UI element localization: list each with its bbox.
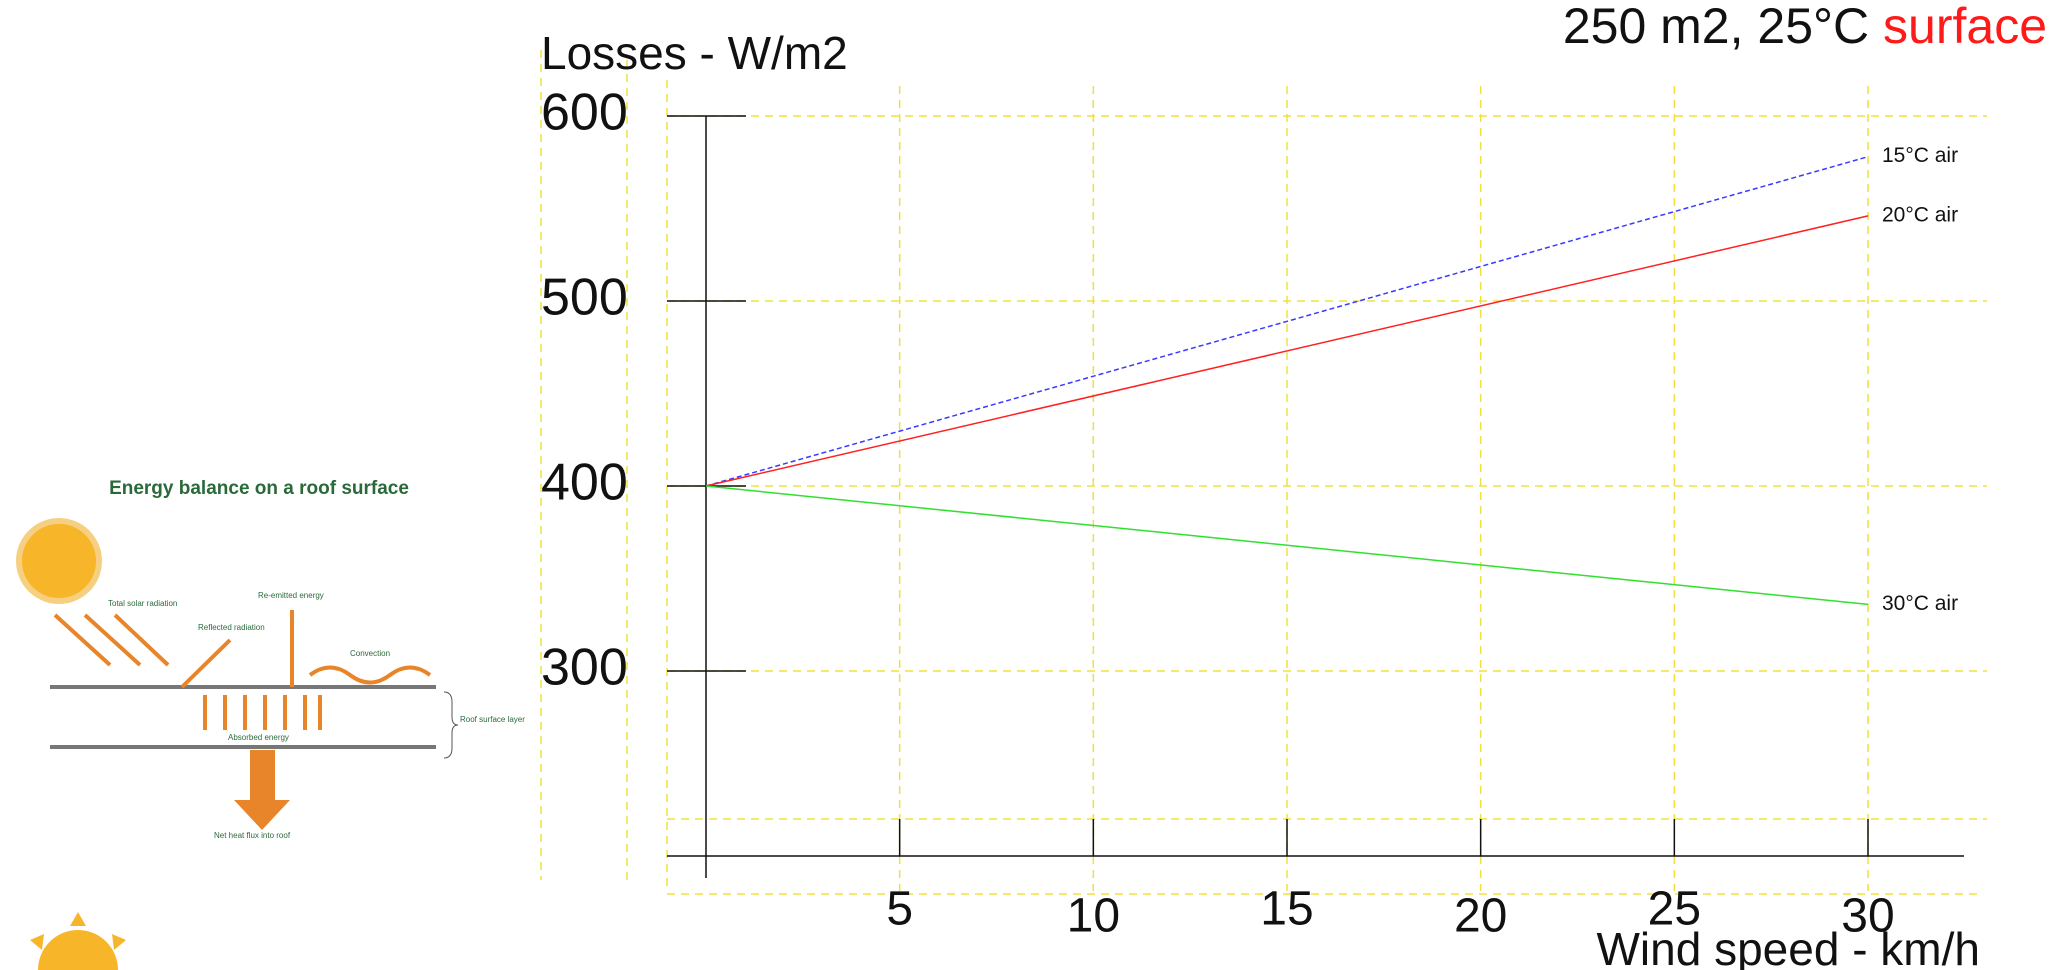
series-label: 30°C air [1882, 592, 1958, 615]
title-highlight: surface [1883, 0, 2047, 54]
sun-icon [38, 930, 118, 970]
y-tick-label: 500 [541, 269, 628, 327]
x-tick-label: 5 [886, 883, 913, 936]
chart-title: 250 m2, 25°C surface [1563, 0, 2047, 54]
brace [444, 692, 458, 758]
sun-ray [70, 912, 86, 926]
x-tick-label: 15 [1260, 883, 1313, 936]
x-tick-label: 20 [1454, 890, 1507, 943]
y-tick-label: 600 [541, 84, 628, 142]
y-tick-label: 300 [541, 639, 628, 697]
chart: 250 m2, 25°C surface Losses - W/m2 Wind … [0, 0, 2060, 970]
flux-arrow [234, 750, 290, 830]
inset-label: Convection [350, 649, 390, 658]
page: 250 m2, 25°C surface Losses - W/m2 Wind … [0, 0, 2060, 970]
inset-label: Re-emitted energy [258, 591, 324, 600]
inset-diagram: Energy balance on a roof surface Total s… [19, 478, 525, 970]
inset-label: Net heat flux into roof [214, 831, 291, 840]
y-tick-label: 400 [541, 454, 628, 512]
inset-label: Reflected radiation [198, 623, 265, 632]
inset-label: Roof surface layer [460, 715, 525, 724]
x-tick-label: 10 [1067, 890, 1120, 943]
inset-label: Total solar radiation [108, 599, 177, 608]
series-label: 20°C air [1882, 203, 1958, 226]
sun-ray [30, 934, 44, 950]
series-line [706, 486, 1868, 604]
title-text: 250 m2, 25°C [1563, 0, 1869, 54]
sun [19, 521, 99, 601]
inset-label: Absorbed energy [228, 733, 289, 742]
sun-ray [112, 934, 126, 950]
x-tick-label: 25 [1648, 883, 1701, 936]
x-tick-label: 30 [1841, 890, 1894, 943]
inset-title: Energy balance on a roof surface [109, 478, 409, 499]
series-label: 15°C air [1882, 144, 1958, 167]
y-axis-label: Losses - W/m2 [541, 27, 848, 79]
